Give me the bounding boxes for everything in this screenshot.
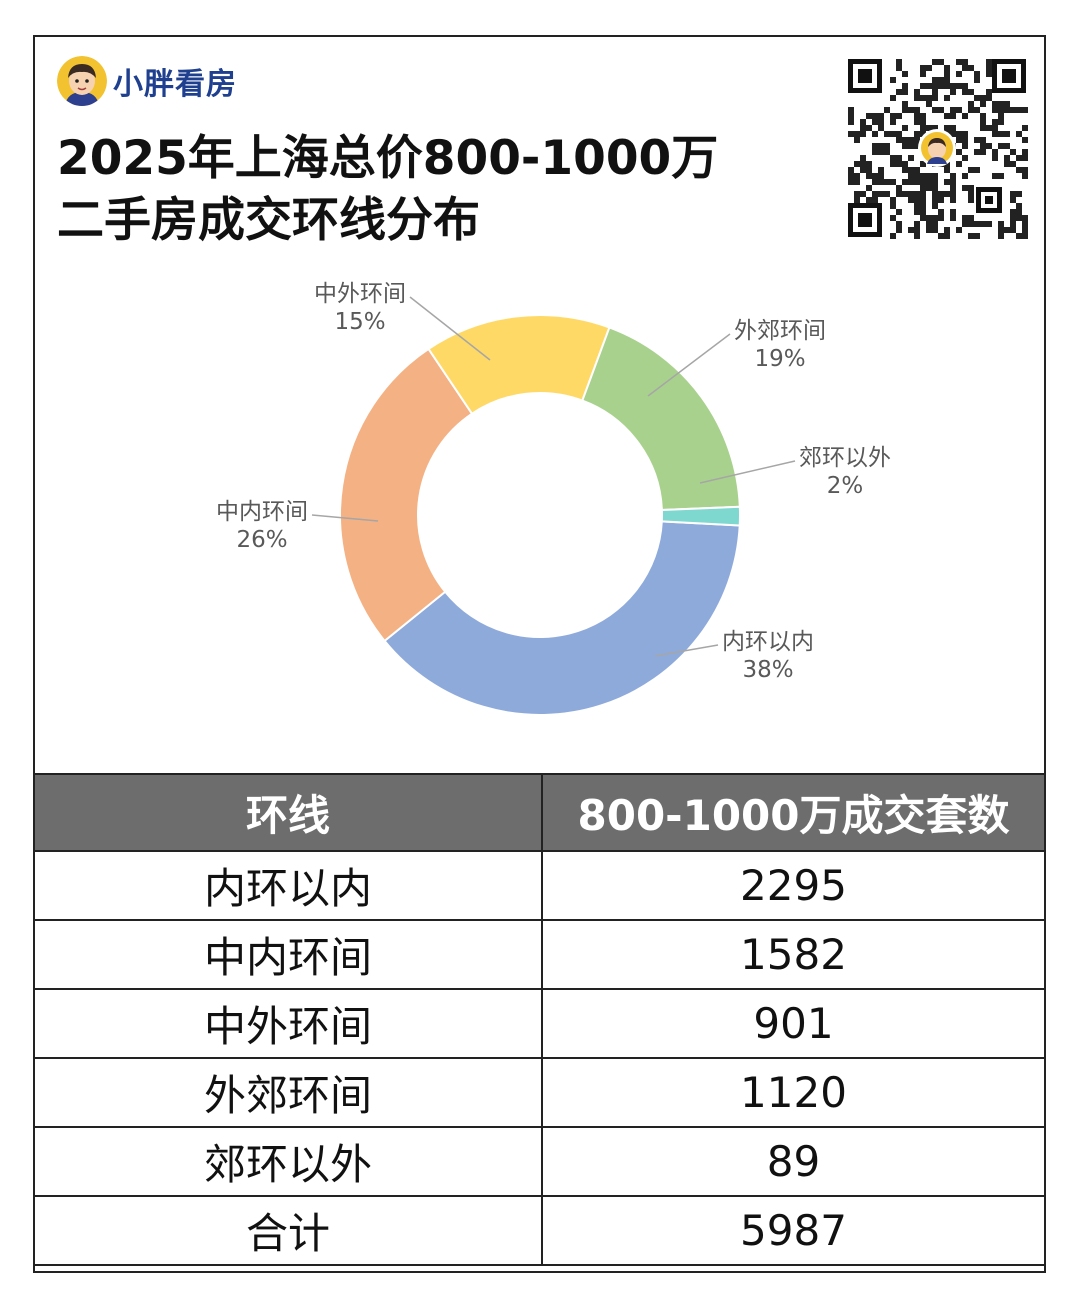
slice-percent-1: 26% xyxy=(236,527,287,553)
row-ring-road: 外郊环间 xyxy=(33,1057,543,1128)
title-line-1: 2025年上海总价800-1000万 xyxy=(57,131,719,186)
qr-code-icon xyxy=(846,57,1028,239)
total-count: 5987 xyxy=(541,1195,1046,1266)
header-transaction-count: 800-1000万成交套数 xyxy=(541,773,1046,852)
slice-percent-3: 19% xyxy=(754,346,805,372)
slice-percent-2: 15% xyxy=(334,309,385,335)
brand: 小胖看房 xyxy=(57,55,237,107)
data-table: 环线 800-1000万成交套数 内环以内 2295 中内环间 1582 中外环… xyxy=(33,773,1046,1266)
row-count: 89 xyxy=(541,1126,1046,1197)
table-row: 郊环以外 89 xyxy=(33,1126,1046,1197)
leader-line-0 xyxy=(654,644,719,657)
leader-line-4 xyxy=(699,460,796,484)
leader-line-1 xyxy=(311,514,379,522)
slice-label-3: 外郊环间 xyxy=(734,318,826,344)
brand-name: 小胖看房 xyxy=(113,67,237,102)
table-row: 中内环间 1582 xyxy=(33,919,1046,990)
header-ring-road: 环线 xyxy=(33,773,543,852)
slice-percent-0: 38% xyxy=(742,657,793,683)
slice-percent-4: 2% xyxy=(827,473,864,499)
leader-line-2 xyxy=(409,296,491,361)
row-count: 1582 xyxy=(541,919,1046,990)
table-row: 中外环间 901 xyxy=(33,988,1046,1059)
row-count: 901 xyxy=(541,988,1046,1059)
slice-label-4: 郊环以外 xyxy=(799,445,891,471)
table-total-row: 合计 5987 xyxy=(33,1195,1046,1266)
table-row: 内环以内 2295 xyxy=(33,850,1046,921)
row-ring-road: 中内环间 xyxy=(33,919,543,990)
donut-slice-3 xyxy=(581,326,741,512)
avatar-icon xyxy=(57,56,107,106)
row-count: 1120 xyxy=(541,1057,1046,1128)
qr-avatar-icon xyxy=(921,132,953,164)
title-line-2: 二手房成交环线分布 xyxy=(57,193,480,248)
donut-slice-0 xyxy=(383,520,741,716)
table-header-row: 环线 800-1000万成交套数 xyxy=(33,773,1046,852)
total-label: 合计 xyxy=(33,1195,543,1266)
table-row: 外郊环间 1120 xyxy=(33,1057,1046,1128)
donut-slice-1 xyxy=(339,347,474,643)
donut-slice-4 xyxy=(660,505,741,527)
slice-label-2: 中外环间 xyxy=(314,281,406,307)
slice-label-0: 内环以内 xyxy=(722,629,814,655)
row-ring-road: 内环以内 xyxy=(33,850,543,921)
slice-label-1: 中内环间 xyxy=(216,499,308,525)
page-title: 2025年上海总价800-1000万 二手房成交环线分布 xyxy=(57,128,797,252)
row-ring-road: 郊环以外 xyxy=(33,1126,543,1197)
row-count: 2295 xyxy=(541,850,1046,921)
row-ring-road: 中外环间 xyxy=(33,988,543,1059)
leader-line-3 xyxy=(647,333,731,397)
